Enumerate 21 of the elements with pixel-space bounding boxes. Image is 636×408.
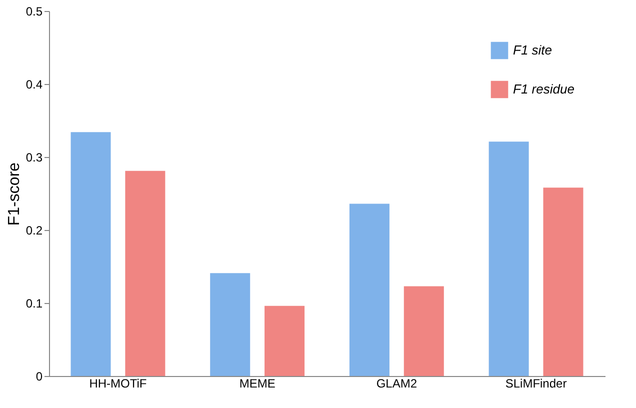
legend-label: F1 residue xyxy=(513,82,574,96)
x-tick-label: SLiMFinder xyxy=(505,376,567,390)
bar xyxy=(349,204,390,376)
y-tick-label: 0.4 xyxy=(26,78,43,92)
x-tick-label: MEME xyxy=(239,376,276,390)
y-axis-title: F1-score xyxy=(6,162,23,226)
y-tick-label: 0.3 xyxy=(26,150,43,164)
bar xyxy=(70,132,111,376)
bar xyxy=(488,142,529,376)
bar xyxy=(264,306,305,376)
y-tick-label: 0.1 xyxy=(26,296,43,310)
y-tick-label: 0 xyxy=(36,370,43,384)
bar xyxy=(404,286,444,376)
x-tick-label: HH-MOTiF xyxy=(89,376,147,390)
bar xyxy=(210,273,250,376)
bar xyxy=(125,170,166,376)
bar xyxy=(543,188,584,376)
legend-label: F1 site xyxy=(513,42,552,58)
x-tick-label: GLAM2 xyxy=(376,376,418,390)
y-tick-label: 0.5 xyxy=(26,4,43,18)
y-tick-label: 0.2 xyxy=(26,224,43,238)
